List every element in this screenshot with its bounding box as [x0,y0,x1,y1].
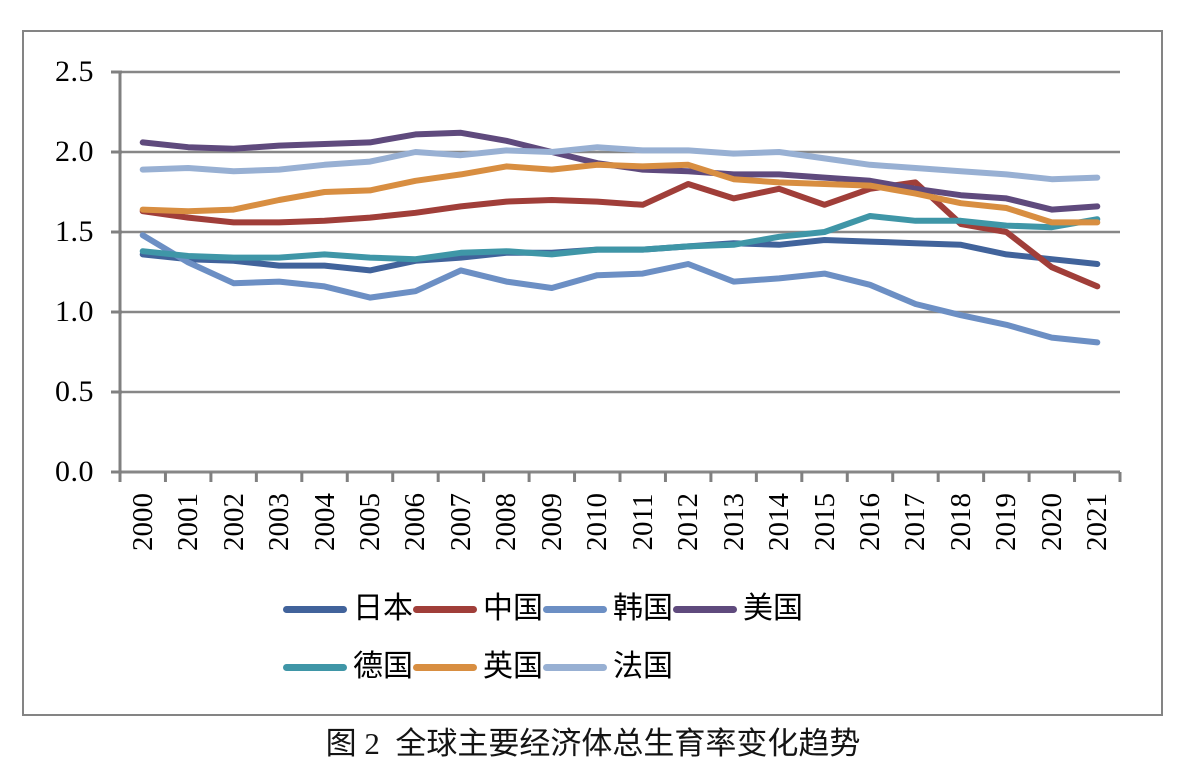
y-axis-tick-label: 2.0 [55,135,94,168]
x-axis-tick-label: 2021 [1081,493,1114,551]
y-axis-tick-label: 0.5 [55,375,94,408]
x-axis-tick-label: 2002 [217,493,250,551]
legend-swatch-south-korea [543,605,607,613]
series-line-france [139,144,1101,183]
chart-frame [22,30,1163,716]
legend-row: 德国 英国 法国 [283,650,803,684]
x-axis-tick-label: 2005 [354,493,386,551]
legend-row: 日本 中国 韩国 美国 [283,592,803,626]
series-line-south-korea [139,232,1101,346]
x-axis-tick-label: 2007 [444,493,477,551]
y-axis-tick-label: 1.5 [55,215,94,248]
legend-item-germany: 德国 [283,650,413,684]
legend-item-japan: 日本 [283,592,413,626]
legend-swatch-france [543,663,607,671]
legend-swatch-germany [283,663,347,671]
legend-label-china: 中国 [483,592,543,625]
legend-item-usa: 美国 [673,592,803,626]
x-axis-tick-label: 2004 [308,493,341,551]
series-line-china [139,179,1101,290]
legend-item-france: 法国 [543,650,673,684]
x-axis-tick-label: 2009 [535,493,568,551]
legend-label-usa: 美国 [743,592,803,625]
legend-label-south-korea: 韩国 [613,592,673,625]
y-axis-tick-label: 0.0 [55,455,94,488]
x-axis-tick-label: 2010 [581,493,614,551]
x-axis-tick-label: 2001 [172,493,205,551]
x-axis-tick-label: 2011 [626,493,659,551]
legend-item-china: 中国 [413,592,543,626]
legend-item-uk: 英国 [413,650,543,684]
y-axis-tick-label: 1.0 [55,295,94,328]
legend-swatch-japan [283,605,347,613]
legend: 日本 中国 韩国 美国德国 英国 法国 [283,592,803,708]
legend-label-uk: 英国 [483,650,543,683]
legend-swatch-china [413,605,477,613]
x-axis-tick-label: 2018 [944,493,977,551]
legend-item-south-korea: 韩国 [543,592,673,626]
legend-swatch-usa [673,605,737,613]
x-axis-tick-label: 2017 [899,493,932,551]
legend-label-germany: 德国 [353,650,413,683]
chart-caption: 图 2 全球主要经济体总生育率变化趋势 [325,726,861,761]
x-axis-tick-label: 2000 [126,493,159,551]
x-axis-tick-label: 2014 [763,493,796,551]
y-axis-tick-label: 2.5 [55,55,94,88]
x-axis-tick-label: 2006 [399,493,432,551]
x-axis-tick-label: 2003 [263,493,296,551]
x-axis-tick-label: 2020 [1035,493,1068,551]
legend-swatch-uk [413,663,477,671]
series-line-germany [139,213,1101,263]
x-axis-tick-label: 2019 [990,493,1023,551]
x-axis-tick-label: 2013 [717,493,750,551]
legend-label-japan: 日本 [353,592,413,625]
x-axis-tick-label: 2008 [490,493,523,551]
series-line-uk [139,161,1101,226]
x-axis-tick-label: 2016 [854,493,886,551]
legend-label-france: 法国 [613,650,673,683]
x-axis-tick-label: 2015 [808,493,841,551]
x-axis-tick-label: 2012 [672,493,705,551]
